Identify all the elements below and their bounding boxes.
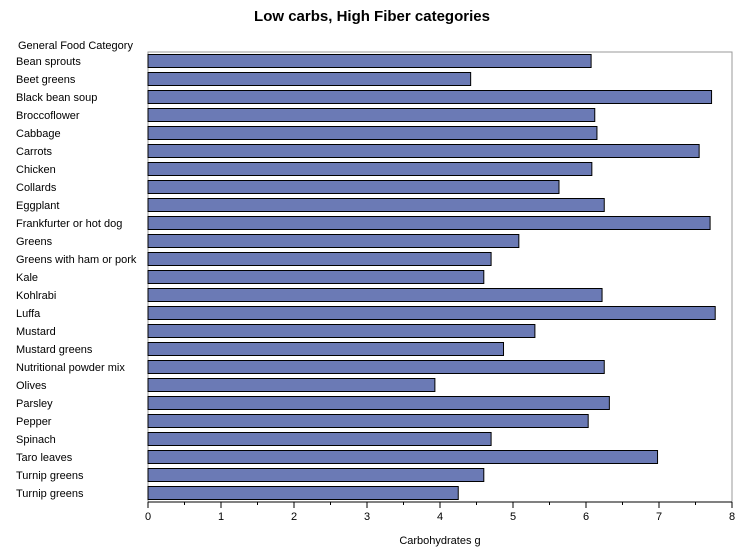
- bar: [147, 144, 700, 158]
- bar: [147, 396, 610, 410]
- x-tick-label: 8: [729, 511, 735, 523]
- category-label: Taro leaves: [16, 452, 73, 464]
- bar: [147, 198, 605, 212]
- x-tick-label: 7: [656, 511, 662, 523]
- bar: [147, 486, 459, 500]
- bar: [147, 450, 659, 464]
- bar: [147, 432, 492, 446]
- category-label: Eggplant: [16, 200, 59, 212]
- bar: [147, 216, 711, 230]
- category-label: Olives: [16, 380, 47, 392]
- category-label: Turnip greens: [16, 488, 84, 500]
- category-label: Nutritional powder mix: [16, 362, 125, 374]
- category-label: Greens with ham or pork: [16, 254, 137, 266]
- category-label: Turnip greens: [16, 470, 84, 482]
- bar: [147, 54, 592, 68]
- category-label: Parsley: [16, 398, 53, 410]
- category-label: Broccoflower: [16, 110, 80, 122]
- category-label: Beet greens: [16, 74, 76, 86]
- bar: [147, 378, 436, 392]
- category-label: Bean sprouts: [16, 56, 81, 68]
- x-tick-label: 3: [364, 511, 370, 523]
- bar: [147, 324, 536, 338]
- bar: [147, 72, 472, 86]
- category-label: Luffa: [16, 308, 41, 320]
- chart-title: Low carbs, High Fiber categories: [254, 8, 490, 25]
- category-label: Spinach: [16, 434, 56, 446]
- x-tick-label: 6: [583, 511, 589, 523]
- x-tick-label: 1: [218, 511, 224, 523]
- bar: [147, 270, 485, 284]
- x-tick-label: 4: [437, 511, 443, 523]
- bar: [147, 288, 603, 302]
- category-label: Mustard greens: [16, 344, 93, 356]
- y-axis-label: General Food Category: [18, 40, 133, 52]
- x-tick-label: 0: [145, 511, 151, 523]
- category-label: Chicken: [16, 164, 56, 176]
- category-label: Frankfurter or hot dog: [16, 218, 122, 230]
- bar: [147, 162, 593, 176]
- bar: [147, 126, 598, 140]
- bar: [147, 108, 596, 122]
- category-label: Pepper: [16, 416, 52, 428]
- x-tick-label: 5: [510, 511, 516, 523]
- x-tick-label: 2: [291, 511, 297, 523]
- category-label: Carrots: [16, 146, 53, 158]
- category-label: Greens: [16, 236, 53, 248]
- category-label: Cabbage: [16, 128, 61, 140]
- category-label: Mustard: [16, 326, 56, 338]
- x-axis-label: Carbohydrates g: [399, 535, 481, 547]
- bar: [147, 306, 716, 320]
- bar: [147, 180, 560, 194]
- bar: [147, 252, 492, 266]
- category-label: Kale: [16, 272, 38, 284]
- category-label: Kohlrabi: [16, 290, 56, 302]
- category-label: Black bean soup: [16, 92, 97, 104]
- bar: [147, 90, 713, 104]
- category-label: Collards: [16, 182, 57, 194]
- bar: [147, 414, 589, 428]
- bar: [147, 342, 505, 356]
- bar: [147, 360, 605, 374]
- bar: [147, 468, 485, 482]
- bar: [147, 234, 520, 248]
